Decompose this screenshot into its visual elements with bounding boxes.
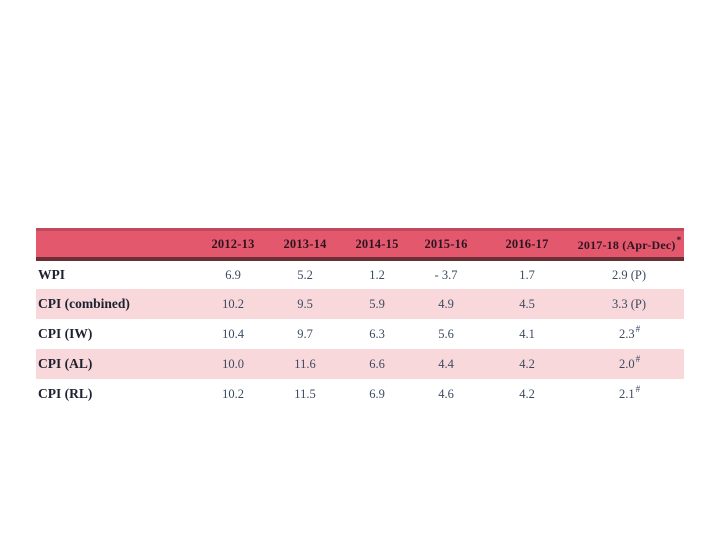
corner-header-cell: [36, 228, 198, 261]
value-cell: 4.2: [519, 356, 535, 371]
value-cell: 4.6: [438, 386, 454, 401]
year-header-label: 2017-18 (Apr-Dec): [577, 237, 676, 252]
value-cell: 2.1#: [574, 379, 684, 409]
value-cell: 6.6: [369, 356, 385, 371]
value-cell: 11.6: [294, 356, 316, 371]
row-label: CPI (AL): [38, 356, 93, 371]
value-cell: 4.4: [438, 356, 454, 371]
year-header-2016-17: 2016-17: [480, 228, 574, 261]
value-cell: 2.9 (P): [574, 259, 684, 289]
year-header-2015-16: 2015-16: [412, 228, 480, 261]
year-header-2012-13: 2012-13: [198, 228, 268, 261]
value-cell: 1.2: [369, 267, 385, 282]
value-cell: 4.1: [519, 326, 535, 341]
value-cell: 10.0: [222, 356, 244, 371]
row-label: WPI: [38, 267, 65, 282]
value-cell: 11.5: [294, 386, 316, 401]
note-marker: #: [635, 324, 641, 335]
row-label: CPI (combined): [38, 296, 130, 311]
note-marker: #: [635, 354, 641, 365]
inflation-table: 2012-13 2013-14 2014-15 2015-16 2016-17 …: [36, 228, 684, 409]
value-cell: 10.4: [222, 326, 244, 341]
value-cell: 5.2: [297, 267, 313, 282]
table-row-wpi: WPI 6.9 5.2 1.2 - 3.7 1.7 2.9 (P): [36, 259, 684, 289]
year-header-2017-18: 2017-18 (Apr-Dec)*: [574, 228, 684, 261]
year-header-2014-15: 2014-15: [342, 228, 412, 261]
value-cell: 5.9: [369, 296, 385, 311]
value-cell: 4.9: [438, 296, 454, 311]
value-cell: - 3.7: [434, 267, 458, 282]
value-text: 3.3 (P): [611, 297, 647, 312]
value-text: 2.3: [618, 327, 635, 342]
value-text: 2.9 (P): [611, 268, 647, 283]
row-label: CPI (RL): [38, 386, 93, 401]
value-cell: 2.3#: [574, 319, 684, 349]
table-row-cpi-combined: CPI (combined) 10.2 9.5 5.9 4.9 4.5 3.3 …: [36, 289, 684, 319]
year-header-2013-14: 2013-14: [268, 228, 342, 261]
value-cell: 3.3 (P): [574, 289, 684, 319]
value-text: 2.0: [618, 357, 635, 372]
row-label: CPI (IW): [38, 326, 93, 341]
value-text: 2.1: [618, 387, 635, 402]
value-cell: 9.5: [297, 296, 313, 311]
value-cell: 6.9: [369, 386, 385, 401]
value-cell: 1.7: [519, 267, 535, 282]
value-cell: 2.0#: [574, 349, 684, 379]
table-header-row: 2012-13 2013-14 2014-15 2015-16 2016-17 …: [36, 228, 684, 261]
value-cell: 10.2: [222, 296, 244, 311]
table-row-cpi-iw: CPI (IW) 10.4 9.7 6.3 5.6 4.1 2.3#: [36, 319, 684, 349]
asterisk-note-marker: *: [676, 234, 682, 245]
value-cell: 6.3: [369, 326, 385, 341]
value-cell: 4.2: [519, 386, 535, 401]
value-cell: 6.9: [225, 267, 241, 282]
value-cell: 10.2: [222, 386, 244, 401]
table-row-cpi-rl: CPI (RL) 10.2 11.5 6.9 4.6 4.2 2.1#: [36, 379, 684, 409]
value-cell: 9.7: [297, 326, 313, 341]
value-cell: 5.6: [438, 326, 454, 341]
note-marker: #: [635, 384, 641, 395]
table-row-cpi-al: CPI (AL) 10.0 11.6 6.6 4.4 4.2 2.0#: [36, 349, 684, 379]
value-cell: 4.5: [519, 296, 535, 311]
